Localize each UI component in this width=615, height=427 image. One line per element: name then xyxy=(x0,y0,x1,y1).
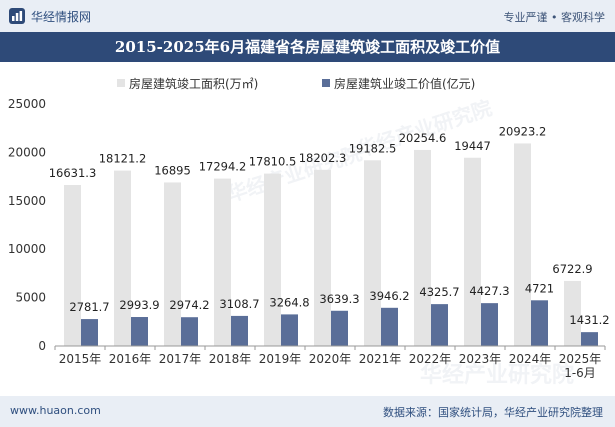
y-tick-label: 20000 xyxy=(8,145,46,159)
data-label: 20923.2 xyxy=(499,124,547,138)
data-label: 4325.7 xyxy=(419,285,459,299)
area-bar xyxy=(464,157,481,346)
x-axis: 2015年 2016年 2017年 2018年 2019年 2020年 2021年 2022年… xyxy=(54,345,606,380)
data-label: 2781.7 xyxy=(69,300,109,314)
y-tick-label: 15000 xyxy=(8,194,46,208)
data-label: 16631.3 xyxy=(49,166,97,180)
footer-source: 数据来源：国家统计局，华经产业研究院整理 xyxy=(383,406,603,419)
data-label: 3264.8 xyxy=(269,295,309,309)
area-bar xyxy=(514,143,531,346)
footer-site: www.huaon.com xyxy=(10,404,101,417)
value-bar xyxy=(281,314,298,346)
legend: 房屋建筑竣工面积(万㎡) 房屋建筑业竣工价值(亿元) xyxy=(117,76,475,91)
y-tick-label: 0 xyxy=(38,339,46,353)
legend-swatch xyxy=(117,79,125,87)
chart: 华经产业研究院 华经产业研究院 华经产业研究院 房屋建筑竣工面积(万㎡) 房屋建筑… xyxy=(8,76,610,388)
area-bar xyxy=(414,149,431,346)
x-tick-label: 2016年 xyxy=(109,352,152,366)
data-label: 2974.2 xyxy=(169,298,209,312)
area-bar xyxy=(214,178,231,346)
area-bar xyxy=(364,160,381,346)
area-bar xyxy=(114,170,131,346)
footer: www.huaon.com 数据来源：国家统计局，华经产业研究院整理 xyxy=(0,396,615,427)
value-bar xyxy=(531,300,548,346)
value-bar xyxy=(481,303,498,346)
data-label: 20254.6 xyxy=(399,131,447,145)
legend-swatch xyxy=(322,79,330,87)
value-bar xyxy=(381,307,398,346)
y-tick-label: 25000 xyxy=(8,97,46,111)
data-label: 4721 xyxy=(525,281,554,295)
legend-label: 房屋建筑业竣工价值(亿元) xyxy=(334,76,475,91)
slogan: 专业严谨 • 客观科学 xyxy=(503,11,605,24)
value-bar xyxy=(231,315,248,346)
data-label: 17810.5 xyxy=(249,155,297,169)
huajing-logo-icon xyxy=(9,8,25,24)
data-label: 3108.7 xyxy=(219,297,259,311)
data-label: 16895 xyxy=(154,163,191,177)
data-label: 18202.3 xyxy=(299,151,347,165)
x-tick-label: 2017年 xyxy=(159,352,202,366)
data-label: 17294.2 xyxy=(199,160,247,174)
y-tick-label: 10000 xyxy=(8,242,46,256)
brand-name: 华经情报网 xyxy=(31,9,92,24)
x-tick-label: 2021年 xyxy=(359,352,402,366)
x-tick-label: 2024年 xyxy=(509,352,552,366)
value-bar xyxy=(581,332,598,346)
data-label: 6722.9 xyxy=(552,262,592,276)
area-bar xyxy=(264,173,281,346)
data-label: 2993.9 xyxy=(119,298,159,312)
data-label: 1431.2 xyxy=(569,313,609,327)
x-tick-label: 2023年 xyxy=(459,352,502,366)
data-label: 18121.2 xyxy=(99,152,147,166)
legend-label: 房屋建筑竣工面积(万㎡) xyxy=(129,76,258,91)
chart-title: 2015-2025年6月福建省各房屋建筑竣工面积及竣工价值 xyxy=(0,32,615,62)
area-bar xyxy=(314,169,331,346)
data-label: 4427.3 xyxy=(469,284,509,298)
y-axis: 0 5000 10000 15000 20000 25000 xyxy=(8,97,46,353)
value-bar xyxy=(181,317,198,346)
x-tick-label: 2019年 xyxy=(259,352,302,366)
area-bar xyxy=(164,182,181,346)
data-label: 19182.5 xyxy=(349,141,397,155)
value-bar xyxy=(431,304,448,346)
value-bar xyxy=(331,310,348,346)
x-tick-label: 2015年 xyxy=(59,352,102,366)
data-label: 3639.3 xyxy=(319,292,359,306)
x-tick-label: 2020年 xyxy=(309,352,352,366)
data-label: 19447 xyxy=(454,139,491,153)
area-bar xyxy=(564,280,581,346)
y-tick-label: 5000 xyxy=(15,291,46,305)
data-label: 3946.2 xyxy=(369,289,409,303)
value-bar xyxy=(81,319,98,346)
area-bar xyxy=(64,185,81,346)
x-tick-label: 2025年 1-6月 xyxy=(559,352,602,380)
x-tick-label: 2018年 xyxy=(209,352,252,366)
watermark-text: 华经产业研究院 xyxy=(420,362,574,388)
x-tick-label: 2022年 xyxy=(409,352,452,366)
brand: 华经情报网 xyxy=(8,7,91,25)
value-bar xyxy=(131,317,148,346)
top-bar: 华经情报网 专业严谨 • 客观科学 xyxy=(0,0,615,32)
